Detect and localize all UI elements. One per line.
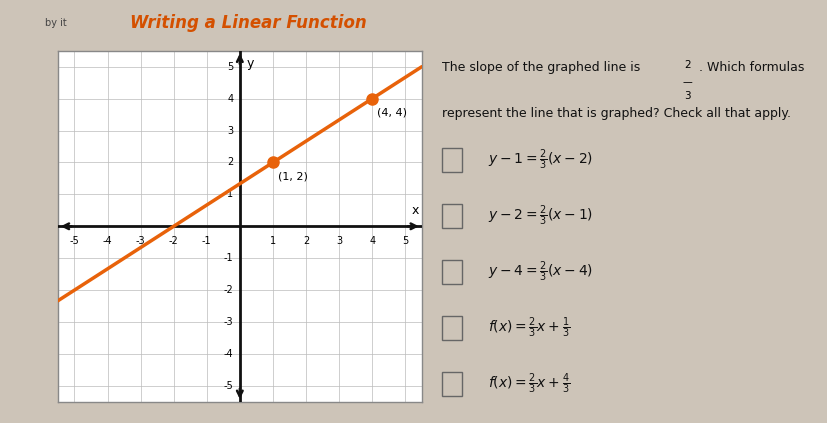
Text: —: — [682,77,692,87]
Text: $y-2=\frac{2}{3}(x-1)$: $y-2=\frac{2}{3}(x-1)$ [488,203,593,228]
Text: 4: 4 [227,93,233,104]
Text: by it: by it [45,18,67,28]
Text: 2: 2 [303,236,309,246]
Text: 3: 3 [336,236,342,246]
Text: 3: 3 [684,91,691,101]
Text: 3: 3 [227,126,233,135]
Text: 5: 5 [227,62,233,72]
Text: y: y [246,57,254,70]
Text: -2: -2 [223,285,233,295]
Text: . Which formulas: . Which formulas [699,61,805,74]
Text: 1: 1 [227,190,233,199]
Text: $y-4=\frac{2}{3}(x-4)$: $y-4=\frac{2}{3}(x-4)$ [488,260,593,284]
Text: Writing a Linear Function: Writing a Linear Function [130,14,366,32]
Text: 4: 4 [369,236,375,246]
Text: -5: -5 [69,236,79,246]
Text: $f(x)=\frac{2}{3}x+\frac{4}{3}$: $f(x)=\frac{2}{3}x+\frac{4}{3}$ [488,372,570,396]
Text: (4, 4): (4, 4) [377,107,407,118]
Text: -2: -2 [169,236,179,246]
Text: 1: 1 [270,236,276,246]
Text: x: x [412,204,418,217]
Text: -1: -1 [202,236,212,246]
Text: represent the line that is graphed? Check all that apply.: represent the line that is graphed? Chec… [442,107,791,120]
Text: $f(x)=\frac{2}{3}x+\frac{1}{3}$: $f(x)=\frac{2}{3}x+\frac{1}{3}$ [488,316,570,340]
Text: -5: -5 [223,381,233,391]
Text: (1, 2): (1, 2) [278,171,308,181]
Text: -3: -3 [223,317,233,327]
Text: 2: 2 [227,157,233,168]
Text: -3: -3 [136,236,146,246]
Text: -4: -4 [103,236,112,246]
Text: The slope of the graphed line is: The slope of the graphed line is [442,61,640,74]
Text: 5: 5 [402,236,409,246]
Text: -4: -4 [223,349,233,359]
Text: -1: -1 [223,253,233,263]
Text: 2: 2 [684,60,691,69]
Text: $y-1=\frac{2}{3}(x-2)$: $y-1=\frac{2}{3}(x-2)$ [488,148,593,172]
